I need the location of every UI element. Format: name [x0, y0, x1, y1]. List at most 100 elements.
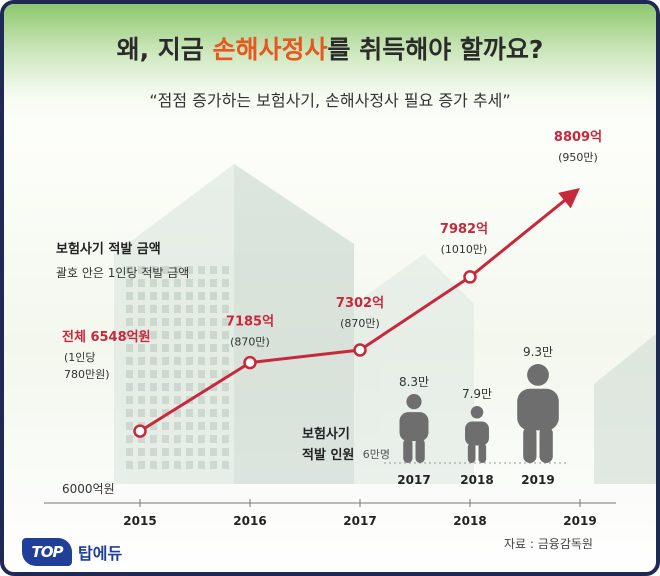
window [186, 331, 193, 339]
window [222, 448, 229, 456]
window [210, 344, 217, 352]
window [174, 305, 181, 313]
window [198, 279, 205, 287]
amount-series-points [133, 270, 477, 438]
amount-sublabel-2015: 780만원) [64, 368, 110, 381]
window [186, 448, 193, 456]
window [222, 435, 229, 443]
window [174, 292, 181, 300]
window [174, 461, 181, 469]
window [222, 461, 229, 469]
window [138, 396, 145, 404]
window [198, 422, 205, 430]
window [222, 396, 229, 404]
window [138, 357, 145, 365]
amount-label-2015: 전체 6548억원 [62, 329, 151, 345]
window [162, 370, 169, 378]
window [222, 266, 229, 274]
window [198, 331, 205, 339]
window [126, 422, 133, 430]
window [162, 357, 169, 365]
window [126, 357, 133, 365]
window [186, 383, 193, 391]
window [186, 266, 193, 274]
window [186, 370, 193, 378]
window [126, 396, 133, 404]
window [126, 266, 133, 274]
window [210, 279, 217, 287]
amount-label-2017: 7302억 [336, 296, 384, 311]
window [222, 292, 229, 300]
x-axis-ticks: 2015 2016 2017 2018 2019 [123, 499, 597, 528]
window [150, 292, 157, 300]
window [126, 331, 133, 339]
window [162, 292, 169, 300]
person-figure-2019: 9.3만 2019 [517, 345, 559, 487]
window [126, 292, 133, 300]
amount-legend-note: 괄호 안은 1인당 적발 금액 [56, 266, 189, 280]
window [174, 266, 181, 274]
amount-legend-title: 보험사기 적발 금액 [56, 241, 161, 257]
window [186, 305, 193, 313]
window [150, 461, 157, 469]
person-head [470, 406, 484, 419]
window [162, 266, 169, 274]
window [150, 396, 157, 404]
y-baseline-label: 6000억원 [62, 482, 115, 496]
person-leg [467, 443, 476, 463]
window [174, 435, 181, 443]
brand-logo-icon: TOP [22, 538, 72, 566]
window [198, 409, 205, 417]
window [162, 318, 169, 326]
window [198, 344, 205, 352]
page-subtitle: “점점 증가하는 보험사기, 손해사정사 필요 증가 추세” [149, 91, 511, 110]
window [222, 357, 229, 365]
window [186, 357, 193, 365]
amount-sublabel-2019: (950만) [558, 151, 598, 164]
amount-sublabel-2018: (1010만) [441, 243, 488, 256]
window [162, 448, 169, 456]
window [198, 357, 205, 365]
window [222, 318, 229, 326]
window [126, 370, 133, 378]
window [162, 461, 169, 469]
window [210, 357, 217, 365]
building-windows [126, 266, 229, 469]
amount-series-arrowhead [558, 188, 580, 209]
window [126, 435, 133, 443]
amount-label-2019: 8809억 [554, 130, 602, 145]
window [174, 331, 181, 339]
amount-point-2018 [463, 270, 477, 284]
person-body [465, 421, 489, 446]
window [186, 422, 193, 430]
amount-label-2018: 7982억 [440, 222, 488, 237]
window [150, 409, 157, 417]
header-band [4, 4, 656, 122]
window [210, 461, 217, 469]
chart-canvas: 6만명 2015 2016 2017 2018 2019 6000억원 보험사기 적발 … [44, 130, 656, 528]
window [174, 370, 181, 378]
amount-sublabel-2015: (1인당 [64, 351, 96, 364]
window [126, 279, 133, 287]
window [162, 409, 169, 417]
window [210, 292, 217, 300]
window [162, 279, 169, 287]
source-note: 자료 : 금융감독원 [504, 537, 593, 551]
window [186, 292, 193, 300]
window [186, 279, 193, 287]
window [210, 318, 217, 326]
window [162, 305, 169, 313]
x-tick-label: 2016 [233, 514, 266, 528]
window [174, 448, 181, 456]
window [222, 383, 229, 391]
amount-sublabel-2017: (870만) [340, 317, 380, 330]
person-leg [523, 426, 537, 463]
window [174, 409, 181, 417]
window [222, 305, 229, 313]
window [138, 448, 145, 456]
window [198, 305, 205, 313]
window [222, 344, 229, 352]
window [138, 383, 145, 391]
person-leg [415, 438, 425, 463]
